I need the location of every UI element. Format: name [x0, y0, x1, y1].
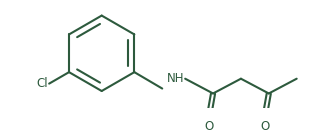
Text: Cl: Cl [36, 77, 48, 90]
Text: NH: NH [167, 72, 185, 85]
Text: O: O [260, 120, 269, 132]
Text: O: O [204, 120, 214, 132]
